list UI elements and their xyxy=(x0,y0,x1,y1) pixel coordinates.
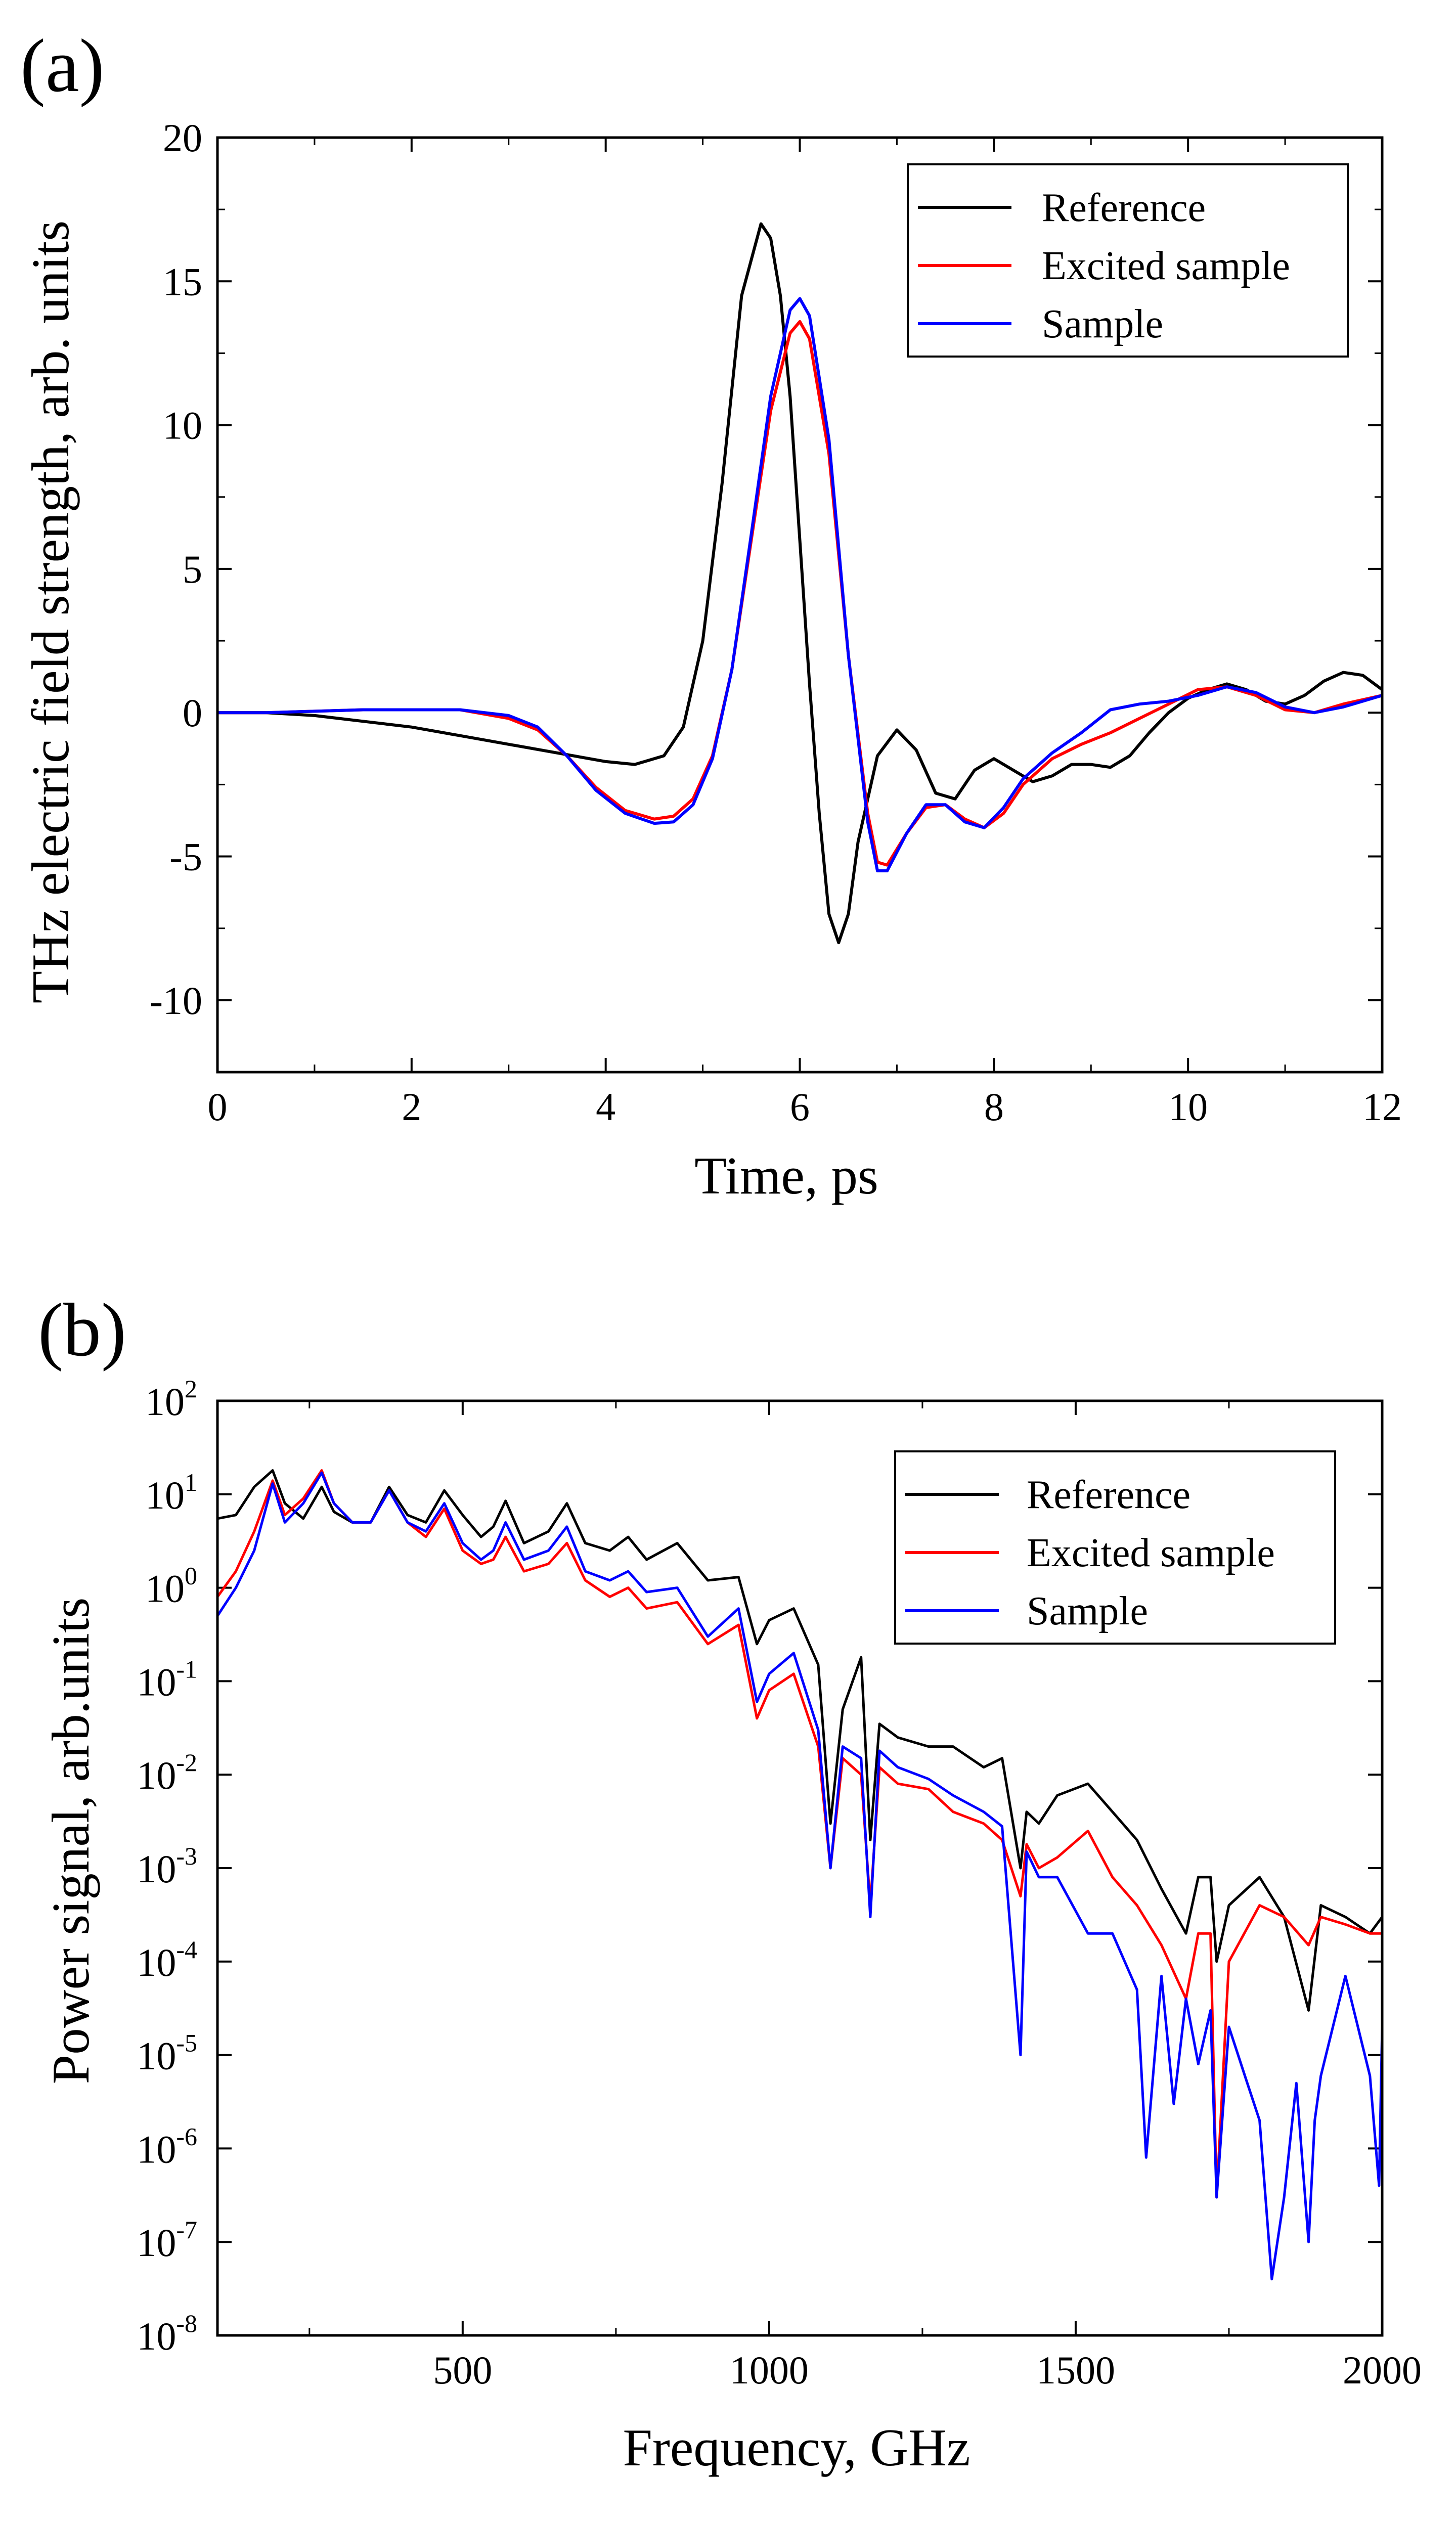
panel-a-y-tick-label: 5 xyxy=(183,547,202,591)
panel-a-series-sample xyxy=(217,297,1383,872)
panel-a-series-lines xyxy=(217,222,1383,945)
panel-b-y-tick-label: 10-5 xyxy=(137,2029,197,2078)
panel-b-y-tick-exponent: -4 xyxy=(176,1935,197,1964)
panel-b-y-tick-label: 101 xyxy=(145,1468,197,1517)
panel-b-y-tick-label: 10-8 xyxy=(137,2309,197,2358)
panel-a-y-tick-label: 20 xyxy=(163,116,202,160)
panel-a-x-tick-label: 4 xyxy=(596,1085,615,1129)
panel-b-y-tick-label: 10-3 xyxy=(137,1842,197,1891)
panel-b-y-tick-exponent: -7 xyxy=(176,2216,197,2244)
panel-a-x-axis-title: Time, ps xyxy=(694,1146,878,1205)
panel-b-y-tick-exponent: -2 xyxy=(176,1748,197,1777)
panel-b-y-tick-label: 10-1 xyxy=(137,1655,197,1704)
panel-b-series-lines xyxy=(216,1469,1384,2281)
panel-a-time-domain-chart: (a) Time, ps THz electric field strength… xyxy=(20,24,1402,1205)
panel-b-y-tick-exponent: 1 xyxy=(185,1468,197,1496)
panel-b-y-tick-exponent: -1 xyxy=(176,1655,197,1683)
panel-a-x-tick-label: 6 xyxy=(790,1085,810,1129)
panel-b-y-tick-label: 10-2 xyxy=(137,1748,197,1797)
panel-b-x-axis-title: Frequency, GHz xyxy=(623,2418,970,2477)
panel-b-series-sample xyxy=(216,1471,1384,2281)
panel-a-y-tick-label: 10 xyxy=(163,404,202,448)
panel-b-y-tick-exponent: 2 xyxy=(185,1375,197,1403)
legend-b-sample-label: Sample xyxy=(1027,1589,1148,1633)
panel-a-y-axis-title: THz electric field strength, arb. units xyxy=(21,220,80,1003)
panel-b-ticks: 500 1000 1500 200010-810-710-610-510-410-31… xyxy=(137,1375,1422,2392)
panel-b-y-tick-label: 100 xyxy=(145,1562,197,1611)
legend-b-excited-sample-label: Excited sample xyxy=(1027,1531,1275,1575)
panel-b-y-tick-exponent: -6 xyxy=(176,2122,197,2150)
panel-a-y-tick-label: 0 xyxy=(183,691,202,735)
panel-a-x-tick-label: 10 xyxy=(1168,1085,1208,1129)
legend-a-excited-sample-label: Excited sample xyxy=(1042,244,1290,288)
panel-b-label: (b) xyxy=(38,1288,126,1372)
panel-b-y-tick-label: 10-4 xyxy=(137,1935,197,1984)
panel-b-y-tick-exponent: 0 xyxy=(185,1562,197,1590)
panel-b-y-tick-label: 10-7 xyxy=(137,2216,197,2265)
panel-b-y-tick-exponent: -8 xyxy=(176,2309,197,2337)
panel-b-y-tick-label: 102 xyxy=(145,1375,197,1424)
panel-a-label: (a) xyxy=(20,24,104,108)
panel-b-y-axis-title: Power signal, arb.units xyxy=(41,1598,100,2084)
panel-a-x-tick-label: 12 xyxy=(1362,1085,1402,1129)
panel-b-x-tick-label: 1000 xyxy=(730,2348,809,2392)
legend-b-reference-label: Reference xyxy=(1027,1473,1190,1517)
panel-a-legend: Reference Excited sample Sample xyxy=(907,163,1349,358)
panel-a-y-tick-label: 15 xyxy=(163,259,202,303)
panel-a-y-tick-label: -5 xyxy=(169,835,202,879)
panel-b-frequency-domain-chart: (b) Frequency, GHz Power signal, arb.uni… xyxy=(38,1288,1422,2477)
panel-b-y-tick-exponent: -3 xyxy=(176,1842,197,1870)
panel-b-legend: Reference Excited sample Sample xyxy=(894,1450,1336,1645)
panel-b-series-reference xyxy=(217,1469,1384,2012)
panel-a-x-tick-label: 2 xyxy=(402,1085,421,1129)
panel-b-x-tick-label: 2000 xyxy=(1343,2348,1422,2392)
legend-a-reference-label: Reference xyxy=(1042,186,1206,230)
panel-b-x-tick-label: 1500 xyxy=(1036,2348,1115,2392)
panel-b-y-tick-exponent: -5 xyxy=(176,2029,197,2057)
panel-a-x-tick-label: 8 xyxy=(984,1085,1004,1129)
panel-b-x-tick-label: 500 xyxy=(433,2348,492,2392)
panel-a-x-tick-label: 0 xyxy=(208,1085,228,1129)
legend-a-sample-label: Sample xyxy=(1042,302,1163,346)
panel-b-plot-frame xyxy=(216,1399,1384,2337)
panel-b-y-tick-label: 10-6 xyxy=(137,2122,197,2171)
panel-a-plot-frame xyxy=(216,136,1384,1074)
panel-a-y-tick-label: -10 xyxy=(150,979,202,1023)
